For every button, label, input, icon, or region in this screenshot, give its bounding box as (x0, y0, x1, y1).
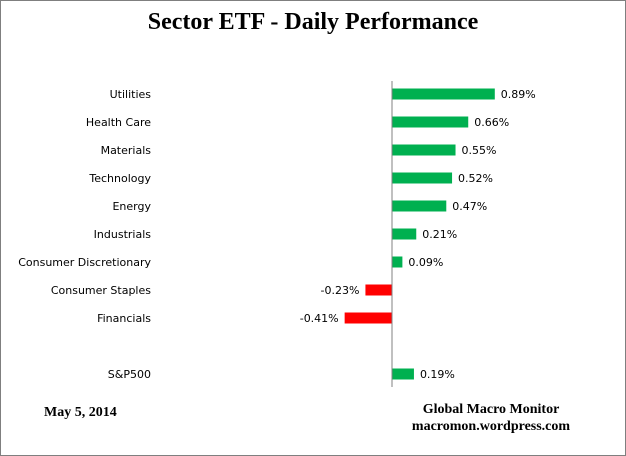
category-label-health-care: Health Care (86, 116, 151, 129)
value-label-industrials: 0.21% (422, 228, 457, 241)
chart-title: Sector ETF - Daily Performance (147, 9, 479, 35)
bar-industrials (392, 228, 417, 240)
value-label-consumer-discretionary: 0.09% (408, 256, 443, 269)
value-label-financials: -0.41% (300, 312, 339, 325)
category-label-utilities: Utilities (110, 88, 152, 101)
value-label-utilities: 0.89% (501, 88, 536, 101)
source-url: macromon.wordpress.com (411, 419, 571, 434)
bar-financials (344, 312, 392, 324)
chart-source: Global Macro Monitor macromon.wordpress.… (381, 401, 601, 435)
value-label-energy: 0.47% (452, 200, 487, 213)
category-label-materials: Materials (101, 144, 152, 157)
bar-utilities (392, 88, 495, 100)
category-label-consumer-staples: Consumer Staples (51, 284, 151, 297)
bar-consumer-discretionary (392, 256, 403, 268)
value-label-materials: 0.55% (462, 144, 497, 157)
value-label-s-p500: 0.19% (420, 368, 455, 381)
bar-consumer-staples (365, 284, 392, 296)
value-label-technology: 0.52% (458, 172, 493, 185)
chart-date: May 5, 2014 (44, 405, 117, 420)
category-label-technology: Technology (88, 172, 151, 185)
category-label-s-p500: S&P500 (108, 368, 151, 381)
category-label-industrials: Industrials (94, 228, 152, 241)
category-label-financials: Financials (97, 312, 151, 325)
bar-s-p500 (392, 368, 414, 380)
bar-technology (392, 172, 453, 184)
value-label-health-care: 0.66% (474, 116, 509, 129)
bar-health-care (392, 116, 469, 128)
category-label-energy: Energy (112, 200, 151, 213)
category-label-consumer-discretionary: Consumer Discretionary (18, 256, 151, 269)
source-name: Global Macro Monitor (422, 402, 560, 417)
bar-materials (392, 144, 456, 156)
value-label-consumer-staples: -0.23% (321, 284, 360, 297)
bar-energy (392, 200, 447, 212)
